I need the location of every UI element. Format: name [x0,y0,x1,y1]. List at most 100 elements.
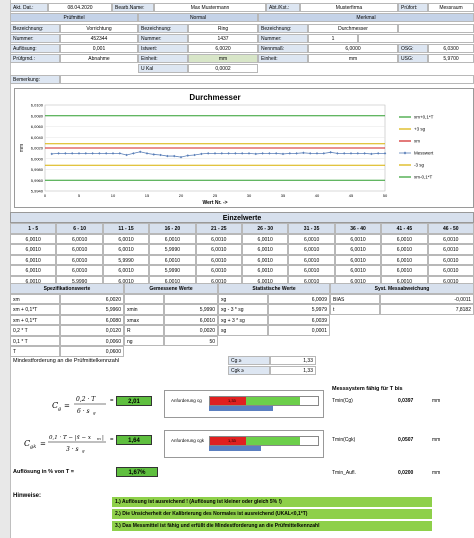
hinweis-1: 1.) Auflösung ist ausreichend ! (Auflösu… [112,497,432,507]
stats-value[interactable]: -0,0011 [380,293,474,304]
einzelwerte-cell[interactable]: 6,0010 [242,254,289,266]
einzelwerte-cell[interactable]: 6,0010 [10,254,57,266]
einzelwerte-cell[interactable]: 6,0010 [381,233,428,245]
dept-value[interactable]: Musterfirma [300,3,398,12]
y-tick-label: 5,9940 [31,189,44,194]
nm-ist-label: Istwert: [138,44,188,53]
cgk-bar-green [246,437,300,445]
stats-value[interactable]: 5,9979 [268,304,330,315]
einzelwerte-cell[interactable]: 6,0010 [381,244,428,255]
einzelwerte-cell[interactable]: 6,0010 [149,254,196,266]
stats-value[interactable]: 5,9990 [164,304,218,315]
stats-value[interactable]: 6,0020 [60,293,124,304]
einzelwerte-cell[interactable]: 6,0010 [242,265,289,276]
bemerkung-row: Bemerkung: [10,75,474,84]
messwert-point [50,152,54,156]
einzelwerte-cell[interactable]: 6,0010 [195,244,242,255]
einzelwerte-cell[interactable]: 6,0010 [56,254,103,266]
stats-value[interactable]: 5,9960 [60,304,124,315]
y-tick-label: 5,9980 [31,167,44,172]
stats-value[interactable]: 0,0060 [60,335,124,346]
stats-value[interactable]: 0,0001 [268,325,330,336]
einzelwerte-cell[interactable]: 5,9990 [149,265,196,276]
einzelwerte-cell[interactable]: 6,0010 [195,233,242,245]
cg-min-label: Cg ≥ [228,356,270,365]
date-value[interactable]: 08.04.2020 [48,3,112,12]
pm-grund-value[interactable]: Abnahme [60,54,138,63]
nm-bez-value[interactable]: Ring [188,24,258,33]
mm-einheit-value[interactable]: mm [308,54,398,63]
hinweise-label: Hinweise: [13,493,42,499]
bemerkung-label: Bemerkung: [10,75,60,84]
einzelwerte-cell[interactable]: 6,0010 [427,254,474,266]
einzelwerte-cell[interactable]: 6,0010 [381,254,428,266]
pm-bez-value[interactable]: Vorrichtung [60,24,138,33]
cgk-formula: C gk = 0,1 · T − |x̄ − x m | 3 · s g [22,430,118,458]
svg-text:C: C [24,439,30,448]
einzelwerte-cell[interactable]: 6,0010 [427,265,474,276]
pm-nr-value[interactable]: 452344 [60,34,138,43]
einzelwerte-cell[interactable]: 5,9990 [102,254,150,266]
stats-value[interactable]: 0,0120 [60,325,124,336]
einzelwerte-cell[interactable]: 6,0010 [334,244,382,255]
stats-header: Spezifikationswerte [10,283,124,294]
einzelwerte-cell[interactable]: 6,0010 [56,233,103,245]
einzelwerte-cell[interactable]: 6,0010 [288,254,335,266]
stats-value[interactable]: 6,0010 [164,314,218,325]
einzelwerte-cell[interactable]: 6,0010 [427,244,474,255]
legend-entry: xm+0,1*T [414,115,434,120]
messwert-point [247,152,251,155]
einzelwerte-cell[interactable]: 6,0010 [334,254,382,266]
einzelwerte-cell[interactable]: 6,0010 [242,244,289,255]
einzelwerte-cell[interactable]: 6,0010 [334,233,382,245]
einzelwerte-cell[interactable]: 6,0010 [427,233,474,245]
einzelwerte-cell[interactable]: 6,0010 [10,265,57,276]
einzelwerte-cell[interactable]: 6,0010 [149,233,196,245]
nm-nr-value[interactable]: 1437 [188,34,258,43]
einzelwerte-cell[interactable]: 6,0010 [56,265,103,276]
stats-value[interactable]: 6,0080 [60,314,124,325]
mm-bez-value[interactable]: Durchmesser [308,24,398,33]
einzelwerte-cell[interactable]: 6,0010 [10,233,57,245]
stats-label: ng [124,335,164,346]
einzelwerte-cell[interactable]: 6,0010 [288,244,335,255]
einzelwerte-cell[interactable]: 6,0010 [10,244,57,255]
stats-value[interactable]: 6,0039 [268,314,330,325]
einzelwerte-cell[interactable]: 6,0010 [381,265,428,276]
mm-nenn-label: Nennmaß: [258,44,308,53]
einzelwerte-cell[interactable]: 6,0010 [195,265,242,276]
stats-value[interactable]: 0,0020 [164,325,218,336]
stats-value[interactable]: 6,0009 [268,293,330,304]
einzelwerte-cell[interactable]: 6,0010 [195,254,242,266]
einzelwerte-cell[interactable]: 6,0010 [288,233,335,245]
osg-value[interactable]: 6,0300 [428,44,474,53]
einzelwerte-cell[interactable]: 6,0010 [102,265,150,276]
einzelwerte-cell[interactable]: 5,9990 [149,244,196,255]
name-value[interactable]: Max Mustermann [154,3,266,12]
stats-header: Statistische Werte [218,283,330,294]
einzelwerte-cell[interactable]: 6,0010 [242,233,289,245]
bemerkung-value[interactable] [60,75,474,84]
stats-label: xm [10,293,60,304]
usg-value[interactable]: 5,9700 [428,54,474,63]
stats-value[interactable] [164,293,218,304]
cg-min-value[interactable]: 1,33 [270,356,316,365]
mm-bez-blank [398,24,474,33]
location-value[interactable]: Messraum [428,3,474,12]
stats-value[interactable]: 50 [164,335,218,346]
einzelwerte-cell[interactable]: 6,0010 [288,265,335,276]
pm-aufl-value[interactable]: 0,001 [60,44,138,53]
stats-value[interactable]: 0,0600 [60,346,124,357]
ukal-value[interactable]: 0,0002 [188,64,258,73]
mm-nenn-value[interactable]: 6,0000 [308,44,398,53]
einzelwerte-cell[interactable]: 6,0010 [102,233,150,245]
pruefmittel-header: Prüfmittel [10,13,138,22]
einzelwerte-cell[interactable]: 6,0010 [102,244,150,255]
nm-ist-value[interactable]: 6,0020 [188,44,258,53]
nm-einheit-value[interactable]: mm [188,54,258,63]
cgk-min-value[interactable]: 1,33 [270,366,316,375]
einzelwerte-cell[interactable]: 6,0010 [56,244,103,255]
einzelwerte-cell[interactable]: 6,0010 [334,265,382,276]
mm-nr-value[interactable]: 1 [308,34,358,43]
stats-value[interactable]: 7,8182 [380,304,474,315]
